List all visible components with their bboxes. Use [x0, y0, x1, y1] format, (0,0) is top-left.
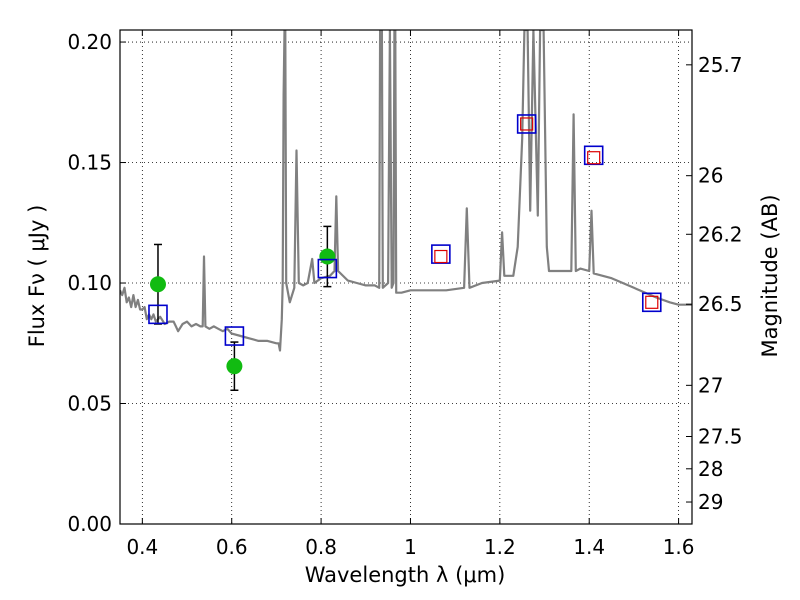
y-tick-label: 0.20 — [67, 30, 112, 54]
x-tick-label: 0.8 — [305, 535, 337, 559]
axes-frame — [119, 29, 693, 525]
x-axis-title: Wavelength λ (μm) — [305, 563, 506, 587]
mag-tick-label: 27.5 — [698, 425, 743, 449]
mag-tick-label: 26.2 — [698, 222, 743, 246]
y-axis-title-right: Magnitude (AB) — [758, 194, 782, 357]
mag-tick-label: 26.5 — [698, 292, 743, 316]
x-tick-label: 1.2 — [484, 535, 516, 559]
mag-tick-label: 27 — [698, 373, 723, 397]
model-square — [516, 114, 537, 134]
mag-tick-label: 25.7 — [698, 53, 743, 77]
axis-ticks: 0.4 0.6 0.8 1 1.2 1.4 1.6 0.00 0.05 0.10 0.15 0.20 2… — [67, 30, 743, 559]
y-tick-label: 0.15 — [67, 151, 112, 175]
model-square-small — [645, 295, 659, 309]
plot-area — [120, 30, 692, 352]
x-tick-label: 1.4 — [573, 535, 605, 559]
spectrum-line — [120, 30, 692, 352]
observed-point — [149, 276, 166, 293]
model-square-small — [520, 117, 534, 131]
y-tick-label: 0.05 — [67, 392, 112, 416]
model-square-small — [587, 151, 601, 165]
photometry-markers — [148, 114, 662, 392]
y-tick-label: 0.10 — [67, 271, 112, 295]
model-square — [224, 326, 245, 346]
x-tick-label: 1.6 — [663, 535, 695, 559]
mag-tick-label: 29 — [698, 490, 723, 514]
mag-tick-label: 28 — [698, 457, 723, 481]
model-square — [641, 292, 662, 313]
y-tick-label: 0.00 — [67, 512, 112, 536]
observed-point — [226, 358, 243, 375]
x-tick-label: 0.4 — [126, 535, 158, 559]
y-axis-title-left: Flux Fν ( μJy ) — [25, 205, 49, 348]
model-square-small — [434, 249, 448, 264]
observed-point — [319, 248, 336, 265]
mag-tick-label: 26 — [698, 164, 723, 188]
x-tick-label: 1 — [404, 535, 417, 559]
x-tick-label: 0.6 — [216, 535, 248, 559]
model-square — [317, 258, 338, 279]
plot-frame — [119, 29, 693, 525]
model-square — [148, 304, 168, 325]
